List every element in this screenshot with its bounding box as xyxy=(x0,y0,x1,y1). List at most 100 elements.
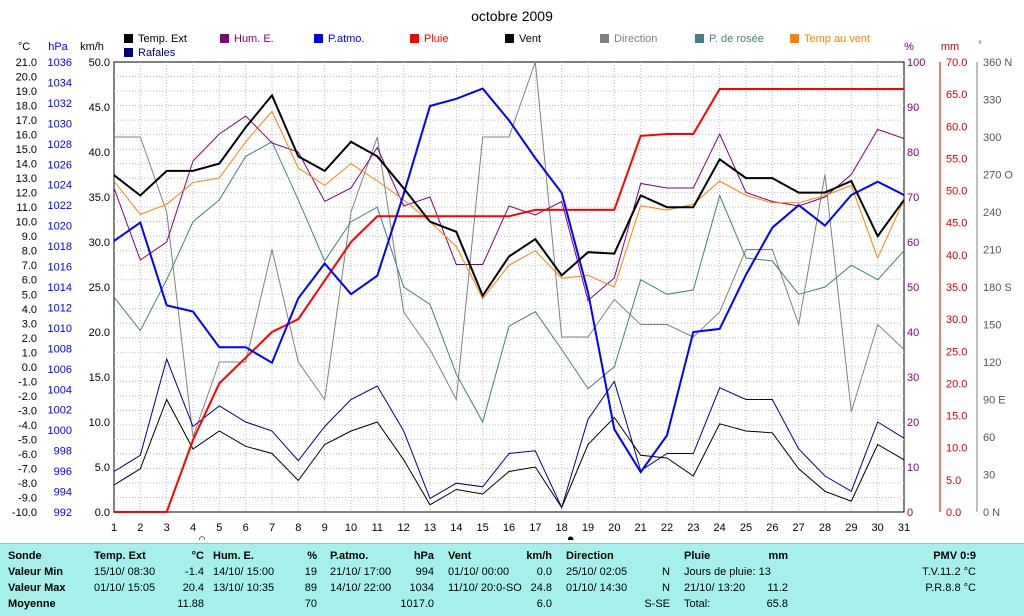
stats-dir-max-val: N xyxy=(662,582,670,594)
series-line-p-de-ros-e xyxy=(113,141,905,424)
series-line-vent xyxy=(113,398,905,509)
stats-patmo-avg: 1017.0 xyxy=(400,598,434,610)
tick-label-temp: 7.0 xyxy=(22,260,37,272)
tick-label-pressure: 1008 xyxy=(48,343,72,355)
stats-patmo-min-date: 21/10/ 17:00 xyxy=(330,566,392,578)
tick-label-wind: 10.0 xyxy=(89,417,110,429)
tick-label-direction: 120 xyxy=(983,357,1001,369)
tick-label-humidity: 0 xyxy=(907,507,913,519)
x-tick-label: 30 xyxy=(872,522,884,534)
tick-label-wind: 20.0 xyxy=(89,327,110,339)
tick-label-temp: 2.0 xyxy=(22,333,37,345)
tick-label-wind: 25.0 xyxy=(89,282,110,294)
tick-label-temp: -6.0 xyxy=(18,449,37,461)
tick-label-temp: -7.0 xyxy=(18,463,37,475)
axis-unit-pressure: hPa xyxy=(48,41,68,53)
x-tick-label: 13 xyxy=(424,522,436,534)
stats-pmv-head: PMV 0:9 xyxy=(933,550,976,562)
tick-label-direction: 180 S xyxy=(983,282,1012,294)
legend-label: Temp. Ext xyxy=(138,33,187,45)
tick-label-temp: -10.0 xyxy=(12,507,37,519)
tick-label-humidity: 100 xyxy=(907,57,925,69)
stats-vent-min-date: 01/10/ 00:00 xyxy=(448,566,510,578)
chart-canvas: octobre 200921.020.019.018.017.016.015.0… xyxy=(12,8,1013,540)
tick-label-humidity: 10 xyxy=(907,462,919,474)
legend-swatch xyxy=(124,34,133,43)
stats-hum: Hum. E. % 14/10/ 15:00 19 13/10/ 10:35 8… xyxy=(213,548,317,612)
stats-pluie-total-label: Total: xyxy=(684,598,711,610)
x-tick-label: 12 xyxy=(398,522,410,534)
tick-label-pressure: 1012 xyxy=(48,302,72,314)
stats-vent-max-date: 11/10/ 20:0-SO xyxy=(448,582,522,594)
tick-label-pressure: 1010 xyxy=(48,323,72,335)
tick-label-wind: 35.0 xyxy=(89,192,110,204)
tick-label-direction: 0 N xyxy=(983,507,1000,519)
stats-row-max: Valeur Max xyxy=(8,582,66,594)
axis-unit-humidity: % xyxy=(904,41,914,53)
tick-label-temp: 18.0 xyxy=(16,101,37,113)
tick-label-humidity: 80 xyxy=(907,147,919,159)
tick-label-humidity: 60 xyxy=(907,237,919,249)
x-tick-label: 7 xyxy=(269,522,275,534)
tick-label-rain: 15.0 xyxy=(946,411,967,423)
stats-temp-min-date: 15/10/ 08:30 xyxy=(94,566,156,578)
legend-swatch xyxy=(314,34,323,43)
x-tick-label: 17 xyxy=(529,522,541,534)
tick-label-direction: 60 xyxy=(983,432,995,444)
series-line-rafales xyxy=(113,357,905,509)
tick-label-temp: 6.0 xyxy=(22,275,37,287)
x-tick-label: 24 xyxy=(714,522,726,534)
legend-label: Temp au vent xyxy=(804,33,870,45)
stats-pluie-days: Jours de pluie: 13 xyxy=(684,566,771,578)
x-tick-label: 4 xyxy=(190,522,196,534)
legend-label: Vent xyxy=(519,33,541,45)
tick-label-rain: 45.0 xyxy=(946,218,967,230)
tick-label-pressure: 1020 xyxy=(48,221,72,233)
stats-patmo-head: P.atmo. xyxy=(330,550,369,562)
x-tick-label: 23 xyxy=(687,522,699,534)
tick-label-direction: 270 O xyxy=(983,170,1013,182)
tick-label-rain: 70.0 xyxy=(946,57,967,69)
tick-label-rain: 0.0 xyxy=(946,507,961,519)
stats-temp-max-val: 20.4 xyxy=(182,582,204,594)
tick-label-wind: 50.0 xyxy=(89,57,110,69)
tick-label-temp: 5.0 xyxy=(22,289,37,301)
stats-temp-max-date: 01/10/ 15:05 xyxy=(94,582,156,594)
tick-label-pressure: 1022 xyxy=(48,200,72,212)
stats-pluie-unit: mm xyxy=(768,550,788,562)
tick-label-pressure: 1000 xyxy=(48,425,72,437)
x-tick-label: 22 xyxy=(661,522,673,534)
tick-label-humidity: 90 xyxy=(907,102,919,114)
tick-label-temp: -4.0 xyxy=(18,420,37,432)
x-tick-label: 25 xyxy=(740,522,752,534)
stats-row-avg: Moyenne xyxy=(8,598,56,610)
tick-label-rain: 20.0 xyxy=(946,378,967,390)
tick-label-pressure: 994 xyxy=(54,487,72,499)
tick-label-temp: -3.0 xyxy=(18,405,37,417)
x-tick-label: 27 xyxy=(793,522,805,534)
tick-label-rain: 35.0 xyxy=(946,282,967,294)
tick-label-temp: 10.0 xyxy=(16,217,37,229)
x-tick-label: 2 xyxy=(137,522,143,534)
stats-vent-head: Vent xyxy=(448,550,472,562)
stats-dir-max-date: 01/10/ 14:30 xyxy=(566,582,628,594)
tick-label-temp: -5.0 xyxy=(18,434,37,446)
x-tick-label: 18 xyxy=(556,522,568,534)
legend-swatch xyxy=(505,34,514,43)
chart-title: octobre 2009 xyxy=(471,8,553,24)
x-tick-label: 28 xyxy=(819,522,831,534)
axis-unit-rain: mm xyxy=(941,41,959,53)
tick-label-temp: 15.0 xyxy=(16,144,37,156)
legend-label: Hum. E. xyxy=(234,33,274,45)
x-tick-label: 16 xyxy=(503,522,515,534)
tick-label-pressure: 1036 xyxy=(48,57,72,69)
stats-sonde-head: Sonde xyxy=(8,550,42,562)
stats-dir-min-date: 25/10/ 02:05 xyxy=(566,566,628,578)
x-tick-label: 5 xyxy=(216,522,222,534)
stats-dir-avg: S-SE xyxy=(644,598,670,610)
x-tick-label: 15 xyxy=(477,522,489,534)
stats-dir: Direction 25/10/ 02:05 N 01/10/ 14:30 N … xyxy=(566,548,670,612)
legend-swatch xyxy=(220,34,229,43)
tick-label-direction: 90 E xyxy=(983,395,1006,407)
tick-label-temp: 20.0 xyxy=(16,72,37,84)
